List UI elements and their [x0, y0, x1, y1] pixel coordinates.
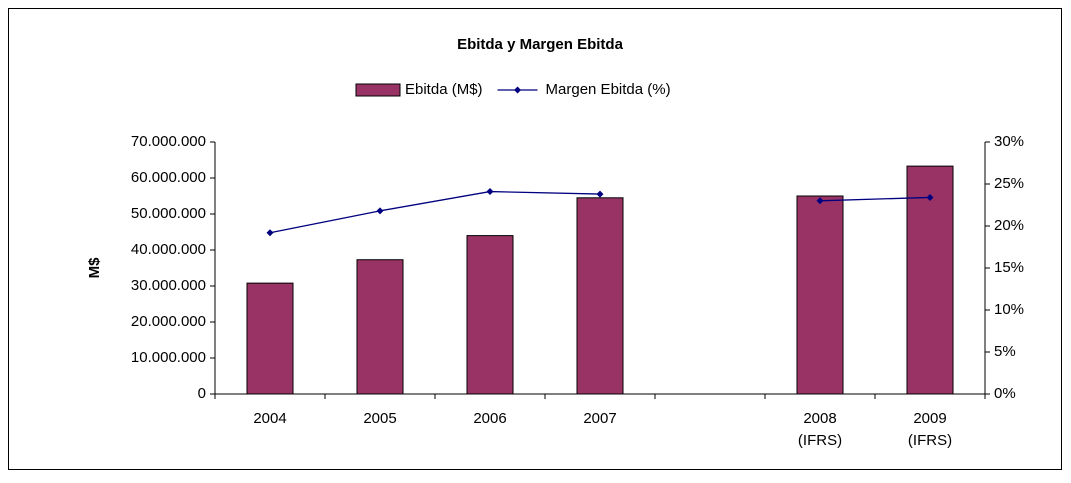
y2-tick-label: 10% — [994, 301, 1024, 318]
y2-tick-label: 15% — [994, 259, 1024, 276]
line-marker — [816, 197, 824, 205]
legend-marker — [514, 86, 522, 94]
y-tick-label: 70.000.000 — [131, 133, 206, 150]
x-tick-label: 2006 — [473, 410, 506, 427]
line-marker — [266, 229, 274, 237]
bar — [906, 165, 954, 395]
line-marker — [596, 190, 604, 198]
bar — [246, 282, 294, 395]
y2-tick-label: 25% — [994, 175, 1024, 192]
chart-frame — [8, 8, 1062, 470]
y-tick-label: 30.000.000 — [131, 277, 206, 294]
bar — [466, 235, 514, 395]
x-tick-label: 2009 (IFRS) — [908, 410, 952, 449]
chart-title: Ebitda y Margen Ebitda — [457, 36, 624, 53]
line-marker — [486, 188, 494, 196]
x-tick-label: 2007 — [583, 410, 616, 427]
x-tick-label: 2004 — [253, 410, 286, 427]
bar — [576, 197, 624, 395]
line — [269, 190, 931, 234]
x-tick-label: 2005 — [363, 410, 396, 427]
legend-label: Ebitda (M$) — [405, 81, 483, 98]
y-tick-label: 50.000.000 — [131, 205, 206, 222]
y2-tick-label: 30% — [994, 133, 1024, 150]
bar — [796, 195, 844, 395]
line-marker — [376, 207, 384, 215]
line-marker — [926, 193, 934, 201]
y-tick-label: 10.000.000 — [131, 349, 206, 366]
bar — [356, 259, 404, 395]
legend-swatch — [355, 83, 401, 97]
y2-tick-label: 20% — [994, 217, 1024, 234]
y-tick-label: 0 — [198, 385, 206, 402]
y2-tick-label: 0% — [994, 385, 1016, 402]
y-tick-label: 20.000.000 — [131, 313, 206, 330]
y-tick-label: 60.000.000 — [131, 169, 206, 186]
x-tick-label: 2008 (IFRS) — [798, 410, 842, 449]
y2-tick-label: 5% — [994, 343, 1016, 360]
y-tick-label: 40.000.000 — [131, 241, 206, 258]
y-axis-label: M$ — [86, 257, 103, 278]
legend-label: Margen Ebitda (%) — [546, 81, 671, 98]
